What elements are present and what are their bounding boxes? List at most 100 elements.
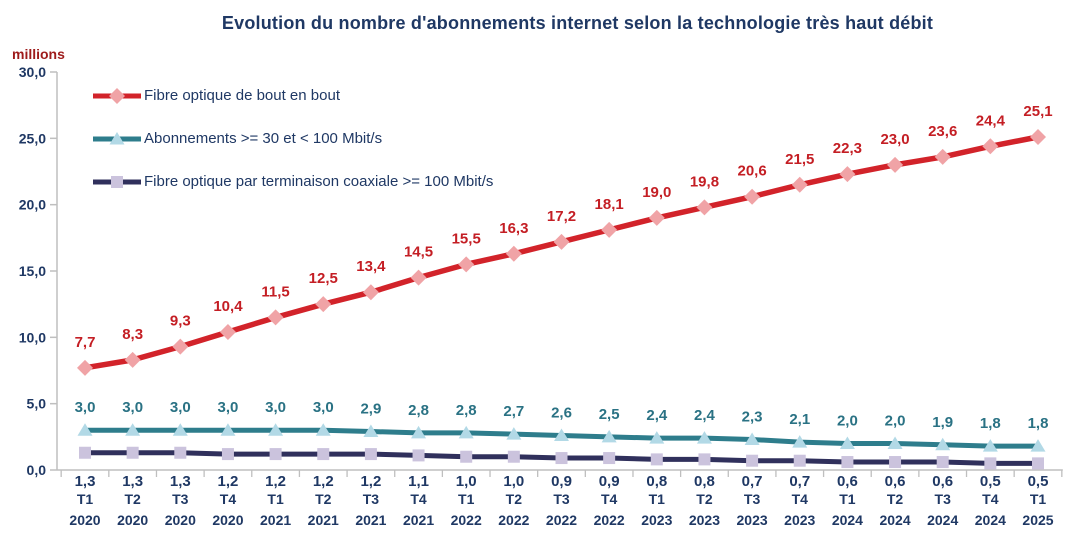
- triangle-marker-icon: [77, 423, 93, 436]
- data-point-label: 0,7: [789, 473, 810, 490]
- legend-label: Fibre optique de bout en bout: [144, 87, 340, 104]
- triangle-marker-icon: [601, 429, 617, 443]
- data-point-label: 8,3: [122, 326, 143, 343]
- data-point-label: 1,0: [456, 473, 477, 490]
- triangle-marker-icon: [315, 423, 331, 436]
- x-year-label: 2024: [927, 512, 958, 528]
- x-year-label: 2022: [451, 512, 482, 528]
- data-point-label: 2,8: [408, 402, 429, 419]
- diamond-marker-icon: [696, 199, 713, 216]
- square-marker-icon: [412, 449, 425, 462]
- x-year-label: 2021: [260, 512, 291, 528]
- data-point-label: 14,5: [404, 244, 433, 261]
- data-point-label: 1,3: [75, 473, 96, 490]
- diamond-marker-icon: [410, 269, 427, 286]
- data-point-label: 3,0: [170, 399, 191, 416]
- x-quarter-label: T1: [458, 491, 475, 507]
- triangle-marker-icon: [1030, 439, 1046, 452]
- data-point-label: 2,4: [694, 407, 716, 424]
- diamond-marker-icon: [77, 359, 93, 376]
- square-marker-icon: [111, 176, 123, 188]
- x-year-label: 2022: [594, 512, 625, 528]
- data-point-label: 2,8: [456, 402, 477, 419]
- data-point-label: 0,8: [694, 473, 715, 490]
- triangle-marker-icon: [363, 424, 379, 438]
- data-point-label: 9,3: [170, 313, 191, 330]
- data-point-label: 1,2: [313, 473, 334, 490]
- square-marker-icon: [221, 448, 234, 461]
- data-point-label: 2,4: [646, 407, 668, 424]
- data-point-label: 2,3: [742, 408, 763, 425]
- legend-item-fibre-terminaison-coaxiale: Fibre optique par terminaison coaxiale >…: [92, 174, 493, 190]
- diamond-marker-icon: [982, 138, 999, 155]
- data-point-label: 2,6: [551, 405, 572, 422]
- y-tick-label: 20,0: [19, 197, 46, 213]
- x-quarter-label: T4: [792, 491, 809, 507]
- series-1: 3,0 3,0 3,0 3,0 3,0 3,0 2,9 2,8 2,8 2,7 2,6 2,5 2,4 2…: [75, 399, 1048, 452]
- triangle-marker-icon: [839, 436, 855, 449]
- legend-line-triangle-icon: [93, 132, 141, 145]
- x-quarter-label: T3: [935, 491, 952, 507]
- triangle-marker-icon: [172, 423, 188, 436]
- square-marker-icon: [269, 448, 282, 461]
- x-year-label: 2023: [737, 512, 768, 528]
- legend-item-fibre-bout-en-bout: Fibre optique de bout en bout: [92, 88, 493, 104]
- diamond-marker-icon: [315, 296, 332, 313]
- data-point-label: 2,1: [789, 411, 810, 428]
- legend-label: Fibre optique par terminaison coaxiale >…: [144, 173, 494, 190]
- data-point-label: 1,2: [265, 473, 286, 490]
- x-year-label: 2023: [641, 512, 672, 528]
- x-quarter-label: T2: [696, 491, 713, 507]
- diamond-marker-icon: [458, 256, 475, 273]
- diamond-marker-icon: [267, 309, 284, 326]
- data-point-label: 0,9: [599, 473, 620, 490]
- x-quarter-label: T3: [172, 491, 189, 507]
- diamond-marker-icon: [648, 209, 665, 226]
- x-quarter-label: T3: [553, 491, 570, 507]
- data-point-label: 2,7: [503, 403, 524, 420]
- x-quarter-label: T2: [315, 491, 332, 507]
- x-quarter-label: T2: [506, 491, 523, 507]
- axes: 0,0 5,0 10,0 15,0 20,0 25,0 30,0: [19, 64, 1063, 478]
- chart-title: Evolution du nombre d'abonnements intern…: [221, 13, 934, 33]
- x-quarter-label: T4: [410, 491, 427, 507]
- diamond-marker-icon: [1030, 129, 1046, 146]
- data-point-label: 23,6: [928, 123, 957, 140]
- triangle-marker-icon: [458, 425, 474, 439]
- y-tick-label: 25,0: [19, 130, 46, 146]
- triangle-marker-icon: [792, 435, 808, 448]
- x-year-label: 2025: [1022, 512, 1053, 528]
- x-year-label: 2021: [308, 512, 339, 528]
- data-point-label: 3,0: [313, 399, 334, 416]
- data-point-label: 0,8: [646, 473, 667, 490]
- square-marker-icon: [841, 456, 854, 469]
- x-quarter-label: T1: [839, 491, 856, 507]
- diamond-marker-icon: [505, 245, 522, 262]
- data-point-label: 17,2: [547, 208, 576, 225]
- y-tick-label: 15,0: [19, 263, 46, 279]
- x-quarter-label: T2: [887, 491, 904, 507]
- square-marker-icon: [746, 454, 759, 467]
- data-point-label: 10,4: [213, 298, 243, 315]
- x-quarter-label: T1: [649, 491, 666, 507]
- legend-label: Abonnements >= 30 et < 100 Mbit/s: [144, 130, 383, 147]
- x-quarter-label: T1: [1030, 491, 1047, 507]
- data-point-label: 2,9: [360, 401, 381, 418]
- diamond-marker-icon: [109, 88, 125, 104]
- data-point-label: 0,6: [885, 473, 906, 490]
- x-year-label: 2022: [546, 512, 577, 528]
- data-point-label: 3,0: [265, 399, 286, 416]
- data-point-label: 22,3: [833, 140, 862, 157]
- square-marker-icon: [650, 453, 663, 466]
- data-point-label: 19,0: [642, 184, 671, 201]
- series-2: 1,3 1,3 1,3 1,2 1,2 1,2 1,2 1,1 1,0 1,0 0,9 0,9 0,8 0…: [75, 446, 1048, 490]
- data-point-label: 24,4: [976, 112, 1006, 129]
- data-point-label: 19,8: [690, 173, 719, 190]
- diamond-marker-icon: [553, 233, 570, 250]
- x-year-label: 2024: [879, 512, 910, 528]
- data-point-label: 3,0: [218, 399, 239, 416]
- x-year-label: 2023: [689, 512, 720, 528]
- triangle-marker-icon: [887, 436, 903, 449]
- triangle-marker-icon: [411, 425, 427, 439]
